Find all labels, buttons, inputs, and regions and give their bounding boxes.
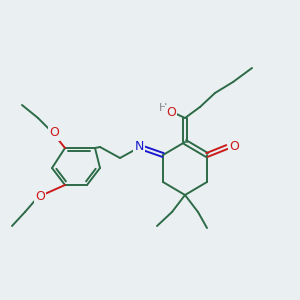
- Text: N: N: [134, 140, 144, 152]
- Text: O: O: [229, 140, 239, 154]
- Text: O: O: [49, 127, 59, 140]
- Text: O: O: [166, 106, 176, 118]
- Text: O: O: [35, 190, 45, 202]
- Text: H: H: [159, 103, 167, 113]
